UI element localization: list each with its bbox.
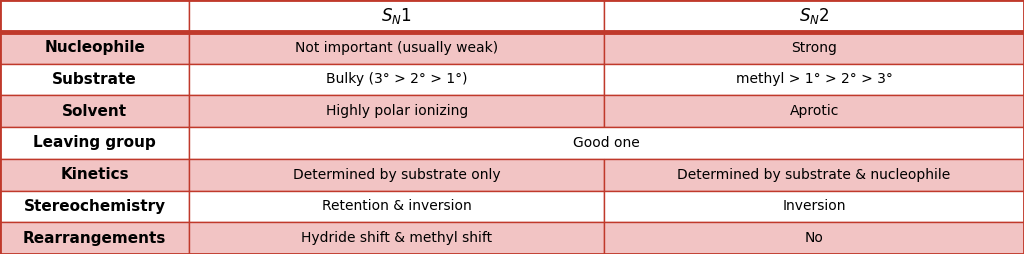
Bar bbox=[189, 95, 604, 127]
Bar bbox=[0, 32, 189, 64]
Text: Substrate: Substrate bbox=[52, 72, 137, 87]
Bar bbox=[189, 190, 604, 222]
Text: Aprotic: Aprotic bbox=[790, 104, 839, 118]
Bar bbox=[189, 222, 604, 254]
Text: Not important (usually weak): Not important (usually weak) bbox=[295, 41, 499, 55]
Bar bbox=[0, 222, 189, 254]
Bar bbox=[189, 159, 604, 190]
Text: Bulky (3° > 2° > 1°): Bulky (3° > 2° > 1°) bbox=[326, 72, 468, 86]
Bar bbox=[0, 127, 189, 159]
Text: No: No bbox=[805, 231, 823, 245]
Text: Rearrangements: Rearrangements bbox=[23, 231, 167, 246]
Bar bbox=[604, 159, 1024, 190]
Text: Highly polar ionizing: Highly polar ionizing bbox=[326, 104, 468, 118]
Text: Determined by substrate & nucleophile: Determined by substrate & nucleophile bbox=[678, 168, 950, 182]
Text: Good one: Good one bbox=[573, 136, 640, 150]
Bar bbox=[189, 0, 604, 32]
Text: Kinetics: Kinetics bbox=[60, 167, 129, 182]
Text: Leaving group: Leaving group bbox=[34, 135, 156, 150]
Text: Solvent: Solvent bbox=[62, 104, 127, 119]
Text: Strong: Strong bbox=[792, 41, 837, 55]
Text: methyl > 1° > 2° > 3°: methyl > 1° > 2° > 3° bbox=[735, 72, 893, 86]
Bar bbox=[189, 127, 1024, 159]
Bar bbox=[189, 32, 604, 64]
Text: Inversion: Inversion bbox=[782, 199, 846, 213]
Bar bbox=[604, 0, 1024, 32]
Bar bbox=[189, 64, 604, 95]
Bar bbox=[604, 32, 1024, 64]
Bar bbox=[604, 95, 1024, 127]
Text: Nucleophile: Nucleophile bbox=[44, 40, 145, 55]
Bar bbox=[0, 190, 189, 222]
Bar bbox=[0, 159, 189, 190]
Text: Stereochemistry: Stereochemistry bbox=[24, 199, 166, 214]
Text: Retention & inversion: Retention & inversion bbox=[322, 199, 472, 213]
Text: Hydride shift & methyl shift: Hydride shift & methyl shift bbox=[301, 231, 493, 245]
Bar bbox=[0, 95, 189, 127]
Text: $S_N$2: $S_N$2 bbox=[799, 6, 829, 26]
Text: $S_N$1: $S_N$1 bbox=[381, 6, 413, 26]
Text: Determined by substrate only: Determined by substrate only bbox=[293, 168, 501, 182]
Bar bbox=[0, 0, 189, 32]
Bar bbox=[0, 64, 189, 95]
Bar bbox=[604, 64, 1024, 95]
Bar bbox=[604, 222, 1024, 254]
Bar bbox=[604, 190, 1024, 222]
